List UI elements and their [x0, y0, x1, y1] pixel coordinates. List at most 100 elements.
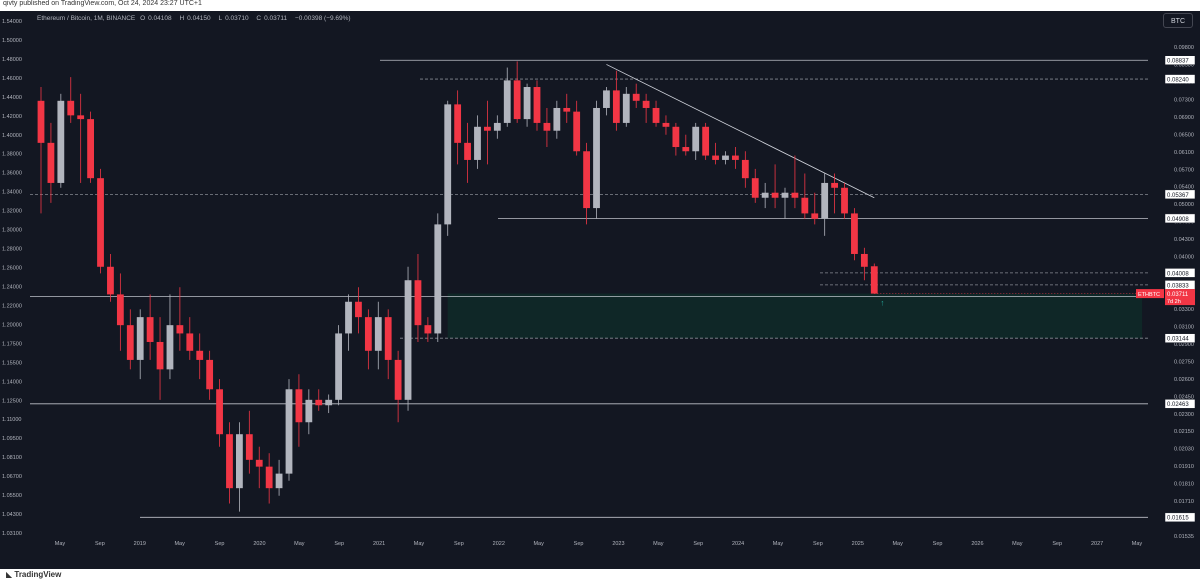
candle-body: [573, 111, 581, 152]
price-axis-label: 0.02300: [1174, 412, 1194, 418]
price-axis-label: 0.03100: [1174, 324, 1194, 330]
candle-body: [364, 317, 372, 351]
candle-body: [126, 325, 134, 360]
candle-body: [484, 126, 491, 131]
time-axis-label: May: [55, 541, 66, 547]
candle-body: [265, 466, 273, 489]
candle-body: [166, 325, 174, 370]
price-axis-label: 0.09800: [1174, 45, 1194, 51]
time-axis-label: Sep: [813, 541, 823, 547]
published-caption: qivty published on TradingView.com, Oct …: [3, 0, 202, 7]
level-tag-label: 0.03144: [1167, 337, 1189, 343]
trendline: [606, 64, 875, 199]
candle-body: [384, 317, 392, 360]
candle-body: [67, 100, 75, 116]
price-axis-label: 0.02900: [1174, 342, 1194, 348]
time-axis-label: May: [1012, 541, 1023, 547]
candle-body: [503, 80, 511, 123]
left-scale-label: 1.06700: [2, 474, 22, 480]
tradingview-logo-icon: ◣: [6, 570, 15, 579]
candle-body: [751, 178, 759, 198]
time-axis-label: May: [533, 541, 544, 547]
left-scale-label: 1.15500: [2, 360, 22, 366]
candle-body: [196, 350, 204, 360]
candle-body: [722, 155, 729, 160]
price-axis-label: 0.02030: [1174, 447, 1194, 453]
time-axis-label: 2024: [732, 541, 744, 547]
left-scale-label: 1.17500: [2, 341, 22, 347]
candle-body: [781, 192, 789, 198]
chart-frame: [0, 11, 1200, 569]
level-tag-label: 0.08240: [1167, 77, 1189, 83]
price-chart[interactable]: 1.54000 1.50000 1.48000 1.46000 1.44000 1.420…: [0, 11, 1200, 569]
candle-body: [533, 87, 541, 123]
ohlc-close: C 0.03711: [256, 15, 288, 22]
up-arrow-icon: ↑: [880, 299, 884, 308]
left-scale-label: 1.30000: [2, 228, 22, 234]
candle-body: [493, 122, 501, 131]
candle-body: [275, 473, 283, 489]
currency-button[interactable]: BTC: [1163, 13, 1193, 28]
time-axis-label: Sep: [933, 541, 943, 547]
level-tag: [1164, 213, 1196, 224]
candle-body: [583, 151, 590, 209]
candle-body: [791, 192, 799, 198]
candle-body: [622, 93, 630, 123]
price-axis-label: 0.06100: [1174, 150, 1194, 156]
candle-body: [672, 126, 680, 148]
footer-bar: [0, 569, 1200, 582]
level-tag-label: 0.01615: [1167, 516, 1189, 522]
time-axis-label: May: [773, 541, 784, 547]
candle-body: [37, 100, 45, 143]
left-scale-label: 1.12500: [2, 398, 22, 404]
level-tag-label: 0.02463: [1167, 402, 1189, 408]
countdown-label: 7d 2h: [1167, 299, 1181, 305]
left-scale-label: 1.44000: [2, 95, 22, 101]
candle-body: [831, 182, 838, 188]
level-tag-label: 0.05367: [1167, 193, 1189, 199]
candle-body: [305, 399, 313, 423]
price-axis-label: 0.02150: [1174, 429, 1194, 435]
price-axis-label: 0.01810: [1174, 482, 1194, 488]
time-axis-label: Sep: [1052, 541, 1062, 547]
level-tag: [1164, 74, 1196, 84]
candle-body: [523, 87, 531, 120]
price-axis-label: 0.05000: [1174, 202, 1194, 208]
price-axis-label: 0.08500: [1174, 62, 1194, 68]
tradingview-logo[interactable]: ◣ TradingView: [6, 570, 62, 579]
left-scale-label: 1.34000: [2, 190, 22, 196]
candle-body: [374, 317, 382, 351]
left-scale-label: 1.42000: [2, 114, 22, 120]
price-axis-label: 0.02450: [1174, 394, 1194, 400]
candle-body: [632, 93, 640, 101]
level-tag: [1164, 512, 1196, 523]
price-axis-label: 0.04000: [1174, 255, 1194, 261]
candle-body: [712, 155, 719, 160]
price-axis-label: 0.02750: [1174, 359, 1194, 365]
candle-body: [226, 434, 233, 489]
candle-body: [87, 119, 94, 179]
publish-bar: qivty published on TradingView.com, Oct …: [0, 0, 1200, 11]
price-axis-label: 0.01710: [1174, 499, 1194, 505]
candle-body: [593, 107, 600, 209]
time-axis-label: Sep: [693, 541, 703, 547]
time-axis-label: 2026: [971, 541, 983, 547]
left-scale: [0, 11, 30, 551]
candle-body: [136, 317, 144, 360]
candle-body: [236, 434, 243, 489]
candle-body: [325, 399, 333, 406]
candle-body: [345, 301, 352, 334]
level-tag: [1164, 189, 1196, 200]
candle-body: [176, 325, 184, 334]
level-tag: [1164, 55, 1196, 66]
symbol-legend: Ethereum / Bitcoin, 1M, BINANCE O 0.04108…: [37, 15, 354, 22]
candle-body: [57, 100, 65, 183]
left-scale-label: 1.38000: [2, 152, 22, 158]
ohlc-high: H 0.04150: [179, 15, 211, 22]
level-tag: [1164, 268, 1196, 278]
current-price-tag: [1165, 289, 1195, 306]
price-axis-label: 0.01535: [1174, 534, 1194, 540]
candle-body: [216, 389, 223, 435]
candle-body: [741, 159, 749, 179]
candle-body: [404, 280, 412, 400]
